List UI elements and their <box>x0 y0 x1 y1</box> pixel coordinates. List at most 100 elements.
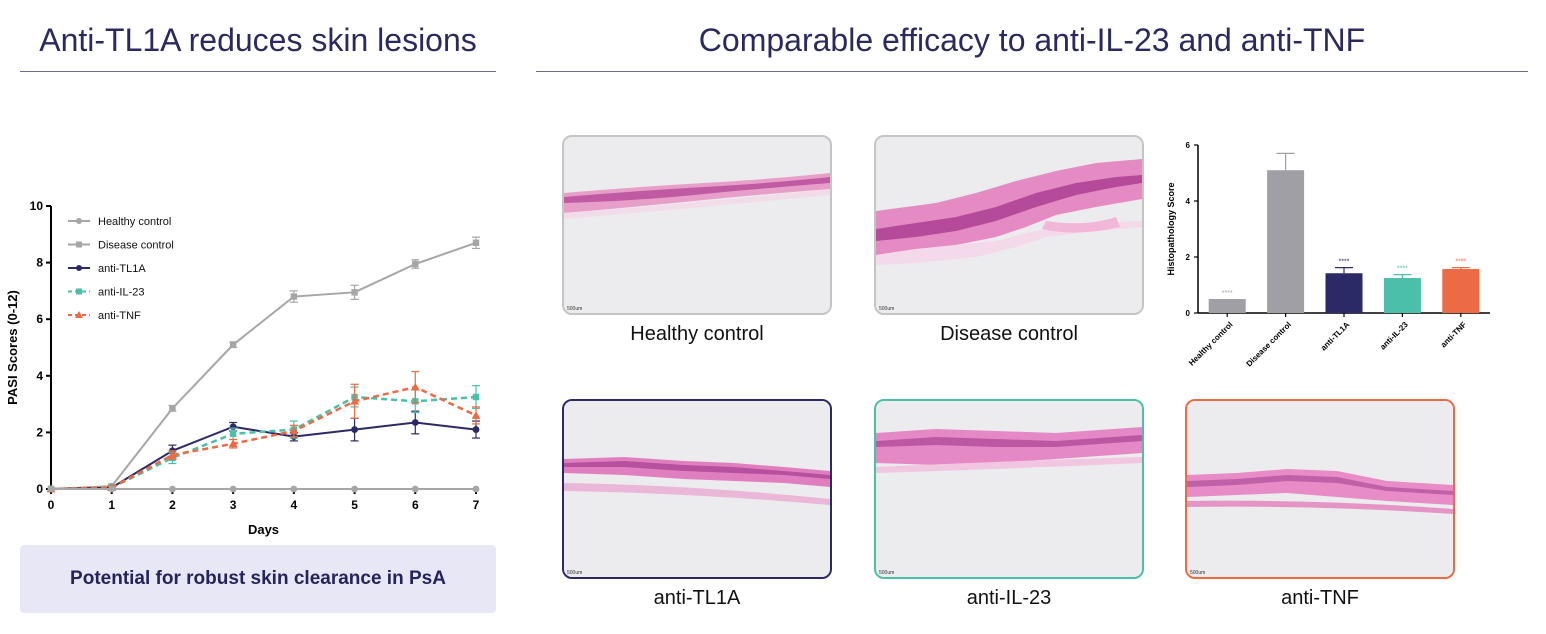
histology-image-anti-tnf: 500um <box>1185 399 1455 579</box>
series-line <box>50 241 477 490</box>
data-point <box>350 396 359 405</box>
right-heading-rule <box>536 71 1528 72</box>
x-tick-label: anti-TL1A <box>1319 320 1352 353</box>
series-line <box>50 385 477 491</box>
right-heading: Comparable efficacy to anti-IL-23 and an… <box>698 22 1366 58</box>
y-tick-label: 2 <box>36 425 43 439</box>
data-point <box>472 393 480 401</box>
scale-bar-label: 500um <box>879 570 894 576</box>
caption-healthy-control: Healthy control <box>630 323 764 345</box>
x-tick-label: 3 <box>230 498 237 512</box>
series-disease-control <box>47 236 480 493</box>
bar-group: **** Healthy control <box>1187 290 1246 368</box>
x-tick-label: 5 <box>351 498 358 512</box>
x-tick-label: 2 <box>169 498 176 512</box>
legend-swatch-marker <box>75 311 83 318</box>
caption-disease-control: Disease control <box>940 323 1078 345</box>
x-tick-label: 4 <box>291 498 298 512</box>
y-tick-label: 0 <box>36 482 43 496</box>
callout-box: Potential for robust skin clearance in P… <box>20 545 496 613</box>
histology-image-anti-il-23: 500um <box>874 399 1144 579</box>
legend-label: Healthy control <box>98 216 171 228</box>
bar-group: **** anti-TL1A <box>1319 259 1363 353</box>
data-point <box>351 289 358 296</box>
legend-entry: anti-TNF <box>68 310 141 322</box>
bar-group: Disease control <box>1245 152 1305 369</box>
x-tick-label: 7 <box>473 498 480 512</box>
caption-anti-tl1a: anti-TL1A <box>653 587 741 609</box>
histology-image-healthy-control: 500um <box>562 135 832 315</box>
legend-entry: Healthy control <box>68 216 171 228</box>
bar-group: **** anti-IL-23 <box>1378 266 1421 352</box>
data-point <box>351 485 358 493</box>
x-axis-label: Days <box>248 522 279 537</box>
significance-label: **** <box>1397 266 1408 273</box>
data-point <box>289 426 299 435</box>
data-point <box>169 405 176 412</box>
y-tick-label: 6 <box>36 312 43 326</box>
legend-label: anti-TL1A <box>98 263 146 275</box>
legend-entry: Disease control <box>68 240 174 252</box>
bar-group: **** anti-TNF <box>1439 259 1480 349</box>
series-anti-tl1a <box>47 410 480 493</box>
left-heading-rule <box>20 71 496 72</box>
data-point <box>471 411 481 419</box>
bar <box>1383 278 1421 313</box>
x-tick-label: Disease control <box>1245 320 1293 368</box>
data-point <box>229 341 237 348</box>
legend-label: Disease control <box>98 240 174 252</box>
data-point <box>108 485 116 493</box>
legend-swatch-marker <box>76 288 82 295</box>
data-point <box>412 260 419 268</box>
legend-label: anti-IL-23 <box>98 287 144 299</box>
data-point <box>228 439 238 448</box>
legend-label: anti-TNF <box>98 310 141 322</box>
series-healthy-control <box>47 485 480 493</box>
caption-anti-il-23: anti-IL-23 <box>966 587 1052 609</box>
bar <box>1442 269 1480 313</box>
x-tick-label: 6 <box>412 498 419 512</box>
data-point <box>411 485 419 493</box>
data-point <box>472 485 480 493</box>
y-tick-label: 6 <box>1186 141 1191 150</box>
pasi-line-chart: 0 2 4 6 8 10 0 1 2 3 4 5 6 7 Days PASI Scores (0-12) Hea… <box>5 199 481 537</box>
x-tick-label: anti-TNF <box>1439 320 1468 349</box>
y-tick-label: 8 <box>36 256 43 270</box>
data-point <box>351 426 358 433</box>
histology-image-anti-tl1a: 500um <box>562 399 832 579</box>
x-tick-label: anti-IL-23 <box>1378 320 1410 352</box>
y-axis-label: PASI Scores (0-12) <box>5 290 20 405</box>
data-point <box>229 485 237 493</box>
histology-image-disease-control: 500um <box>874 135 1144 315</box>
histopathology-bar-chart: 0 2 4 6 Histopathology Score **** Healthy cont… <box>1166 141 1490 369</box>
y-tick-label: 2 <box>1186 253 1191 262</box>
y-tick-label: 4 <box>1186 197 1191 206</box>
legend-entry: anti-IL-23 <box>68 287 144 299</box>
y-tick-label: 4 <box>36 369 43 383</box>
data-point <box>472 239 480 246</box>
data-point <box>229 430 237 438</box>
y-axis-label: Histopathology Score <box>1166 182 1176 275</box>
scale-bar-label: 500um <box>1190 570 1205 576</box>
data-point <box>290 293 298 300</box>
data-point <box>411 419 419 426</box>
x-tick-label: 0 <box>48 498 55 512</box>
y-tick-label: 0 <box>1186 309 1191 318</box>
significance-label: **** <box>1455 259 1466 266</box>
x-tick-label: Healthy control <box>1187 320 1235 368</box>
data-point <box>410 382 420 391</box>
data-point <box>169 485 176 493</box>
data-point <box>472 426 480 433</box>
legend-swatch-marker <box>76 265 82 271</box>
significance-label: **** <box>1339 259 1350 266</box>
bar <box>1208 299 1246 313</box>
significance-label: **** <box>1222 290 1233 297</box>
x-tick-label: 1 <box>108 498 115 512</box>
left-heading: Anti-TL1A reduces skin lesions <box>39 22 477 58</box>
scale-bar-label: 500um <box>567 306 582 312</box>
scale-bar-label: 500um <box>567 570 582 576</box>
data-point <box>168 450 177 459</box>
bar <box>1267 170 1305 313</box>
scale-bar-label: 500um <box>879 306 894 312</box>
y-tick-label: 10 <box>30 199 44 213</box>
